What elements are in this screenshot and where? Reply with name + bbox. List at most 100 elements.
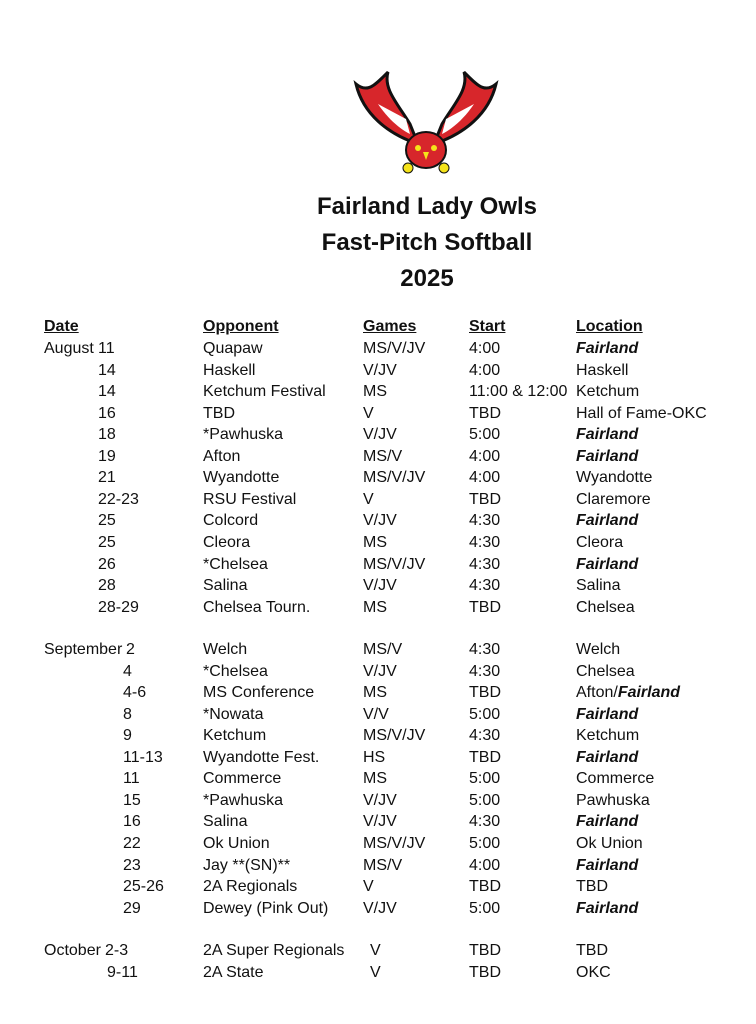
opponent: *Nowata [203,705,264,723]
table-row: August 11 Quapaw MS/V/JV 4:00 Fairland [0,340,756,362]
location: Fairland [576,426,639,444]
games: V/JV [363,791,397,809]
start-time: TBD [469,684,501,702]
table-row: 21 Wyandotte MS/V/JV 4:00 Wyandotte [0,469,756,491]
opponent: 2A Regionals [203,878,298,896]
start-time: TBD [469,963,501,981]
start-time: 5:00 [469,899,501,917]
games: MS/V [363,447,403,465]
games: V/V [363,705,389,723]
month-label: September [44,641,123,658]
table-row: 26 *Chelsea MS/V/JV 4:30 Fairland [0,556,756,578]
date-day: 15 [123,791,141,809]
location: Claremore [576,490,651,508]
header-games: Games [363,318,417,335]
games: V/JV [363,662,397,680]
location: TBD [576,942,608,959]
table-row: September 2 Welch MS/V 4:30 Welch [0,641,756,663]
date-day: 19 [98,447,116,465]
opponent: Salina [203,577,248,595]
date-day: 11-13 [123,748,163,766]
header-opponent: Opponent [203,318,279,335]
table-row: 8 *Nowata V/V 5:00 Fairland [0,706,756,728]
start-time: 5:00 [469,705,501,723]
header-date: Date [44,318,79,335]
start-time: TBD [469,878,501,896]
games: MS/V/JV [363,340,426,357]
start-time: 4:30 [469,555,501,573]
table-row: 23 Jay **(SN)** MS/V 4:00 Fairland [0,857,756,879]
date-day: 25 [98,512,116,530]
location: Fairland [576,899,639,917]
opponent: Quapaw [203,340,263,357]
location: Wyandotte [576,469,653,487]
table-row: 11 Commerce MS 5:00 Commerce [0,770,756,792]
games: MS [363,684,387,702]
table-row: 25-26 2A Regionals V TBD TBD [0,878,756,900]
games: HS [363,748,386,766]
games: MS/V/JV [363,469,426,487]
opponent: 2A State [203,963,264,981]
table-row: 9 Ketchum MS/V/JV 4:30 Ketchum [0,727,756,749]
games: MS/V [363,856,403,874]
opponent: Commerce [203,770,282,788]
opponent: Cleora [203,533,251,551]
location: Ok Union [576,834,643,852]
start-time: 4:30 [469,533,501,551]
location-home: Fairland [617,684,681,702]
start-time: 4:30 [469,577,501,595]
location: Fairland [576,856,639,874]
opponent: Dewey (Pink Out) [203,899,329,917]
date-day: 16 [123,813,141,831]
date-day: 23 [123,856,141,874]
opponent: *Chelsea [203,662,268,680]
header-start: Start [469,318,506,335]
date-day: 9-11 [107,963,138,981]
opponent: MS Conference [203,684,315,702]
location: Ketchum [576,727,640,745]
opponent: Salina [203,813,248,831]
opponent: *Pawhuska [203,791,284,809]
location: Chelsea [576,598,635,616]
games: V/JV [363,899,397,917]
date-day: 22-23 [98,490,139,508]
start-time: TBD [469,404,501,422]
location: Ketchum [576,383,640,401]
games: V/JV [363,577,397,595]
games: V [363,404,374,422]
opponent: Ketchum [203,727,267,745]
location: Commerce [576,770,655,788]
games: MS/V/JV [363,834,426,852]
date-day: 25-26 [123,878,164,896]
date-day: 26 [98,555,116,573]
table-row: 18 *Pawhuska V/JV 5:00 Fairland [0,426,756,448]
date-day: 18 [98,426,116,444]
opponent: *Chelsea [203,555,268,573]
date-day: 14 [98,383,116,401]
month-label: August [44,340,94,357]
date-day: 29 [123,899,141,917]
location: Hall of Fame-OKC [576,404,707,422]
table-row: 14 Ketchum Festival MS 11:00 & 12:00 Ketchum [0,383,756,405]
date-day: 28-29 [98,598,139,616]
opponent: Jay **(SN)** [203,856,291,874]
date-day: 11 [98,340,115,357]
date-day: 22 [123,834,141,852]
table-row: 11-13 Wyandotte Fest. HS TBD Fairland [0,749,756,771]
date-day: 9 [123,727,132,745]
games: V/JV [363,426,397,444]
title-line-1: Fairland Lady Owls [316,193,538,220]
start-time: 4:00 [469,340,501,357]
location: Fairland [576,340,639,357]
start-time: 4:30 [469,813,501,831]
opponent: Ketchum Festival [203,383,326,401]
games: V [370,942,381,959]
start-time: 4:30 [469,641,501,658]
games: MS/V [363,641,403,658]
month-label: October [44,942,101,959]
games: MS [363,533,387,551]
start-time: 4:30 [469,727,501,745]
games: MS/V/JV [363,555,426,573]
start-time: 4:00 [469,447,501,465]
date-day: 11 [123,770,140,788]
